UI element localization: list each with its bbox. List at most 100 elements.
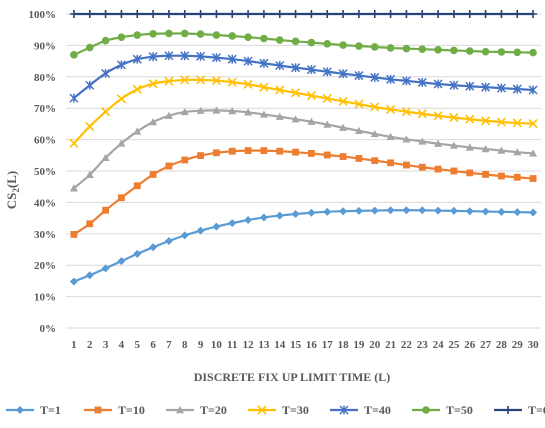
data-point — [180, 10, 189, 18]
data-point — [306, 65, 316, 75]
data-point — [101, 153, 110, 162]
data-point — [465, 47, 474, 55]
x-tick-label: 25 — [448, 339, 460, 351]
data-point — [180, 29, 189, 38]
y-tick-label: 20% — [34, 260, 56, 272]
data-point — [196, 30, 205, 38]
x-tick-label: 28 — [496, 339, 508, 351]
legend-item: T=50 — [412, 403, 473, 417]
data-point — [275, 10, 284, 18]
series-t-30 — [69, 75, 538, 148]
data-point — [386, 132, 395, 140]
data-point — [196, 106, 205, 114]
series-line — [73, 32, 534, 56]
data-point — [133, 249, 142, 258]
data-point — [496, 117, 506, 127]
data-point — [402, 206, 411, 215]
data-point — [386, 206, 395, 215]
y-tick-label: 0% — [40, 323, 57, 335]
data-point — [529, 175, 537, 182]
x-tick-label: 15 — [290, 339, 302, 351]
x-tick-label: 10 — [211, 339, 223, 351]
data-point — [243, 79, 253, 89]
data-point — [164, 10, 173, 18]
x-tick-label: 19 — [353, 339, 365, 351]
data-point — [354, 126, 363, 135]
data-point — [291, 63, 301, 73]
data-point — [244, 33, 252, 42]
data-point — [133, 31, 142, 39]
data-point — [259, 213, 268, 222]
data-point — [354, 71, 364, 81]
series-line — [73, 149, 534, 236]
data-point — [338, 96, 348, 106]
data-point — [133, 127, 142, 135]
x-tick-label: 3 — [103, 339, 109, 351]
y-tick-label: 70% — [34, 103, 56, 115]
data-point — [291, 88, 301, 98]
data-point — [529, 208, 538, 217]
data-point — [101, 107, 111, 117]
data-point — [418, 137, 427, 145]
data-point — [291, 115, 300, 123]
data-point — [228, 10, 237, 18]
data-point — [244, 147, 252, 154]
data-point — [213, 149, 220, 157]
data-point — [227, 54, 237, 64]
data-point — [211, 76, 221, 86]
data-point — [70, 231, 78, 238]
data-point — [180, 51, 190, 61]
legend-label: T=20 — [200, 403, 227, 417]
legend-item: T=1 — [6, 403, 61, 417]
data-point — [259, 110, 268, 118]
data-point — [450, 46, 458, 55]
data-point — [498, 172, 505, 180]
x-tick-label: 27 — [480, 339, 492, 351]
data-point — [513, 173, 521, 181]
data-point — [133, 182, 141, 190]
data-point — [85, 10, 94, 18]
data-point — [101, 36, 110, 45]
data-point — [403, 161, 410, 169]
data-point — [228, 32, 237, 40]
data-point — [339, 41, 347, 49]
data-point — [386, 44, 395, 52]
data-point — [417, 109, 427, 119]
series-t-20 — [69, 106, 538, 192]
data-point — [196, 51, 206, 61]
x-tick-label: 23 — [417, 339, 429, 351]
data-point — [148, 52, 158, 62]
data-point — [433, 111, 443, 121]
data-point — [497, 207, 506, 216]
data-point — [370, 72, 380, 82]
data-point — [244, 108, 253, 116]
data-point — [387, 159, 394, 167]
y-tick-label: 80% — [34, 72, 56, 84]
series-t-6 — [69, 10, 538, 18]
data-point — [275, 85, 285, 95]
data-point — [244, 215, 253, 224]
data-point — [149, 243, 158, 252]
data-point — [276, 147, 284, 155]
series-t-10 — [70, 147, 537, 238]
data-point — [434, 139, 443, 147]
series-group — [69, 10, 538, 286]
data-point — [449, 113, 459, 123]
legend-item: T=40 — [330, 403, 391, 417]
data-point — [449, 141, 458, 149]
data-point — [149, 118, 158, 126]
x-tick-label: 8 — [182, 339, 188, 351]
data-point — [386, 74, 396, 84]
data-point — [481, 82, 491, 92]
series-line — [73, 209, 534, 283]
data-point — [481, 10, 490, 18]
data-point — [370, 102, 380, 112]
data-point — [228, 147, 236, 155]
data-point — [117, 33, 126, 42]
data-point — [481, 145, 490, 153]
x-tick-labels: 1 2 3 4 5 6 7 8 9 10 11 12 13 14 15 16 17 18 19 20 21 22 23 24 2… — [71, 339, 539, 351]
data-point — [164, 111, 173, 119]
data-point — [529, 149, 538, 157]
data-point — [322, 93, 332, 104]
data-point — [117, 257, 126, 266]
